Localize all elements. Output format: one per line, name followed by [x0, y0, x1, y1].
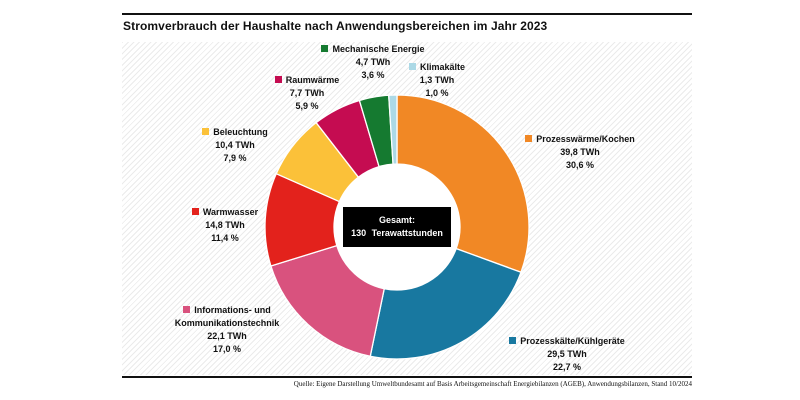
legend-item-raumwaerme: Raumwärme 7,7 TWh 5,9 % [237, 74, 377, 113]
legend-twh: 7,7 TWh [289, 88, 325, 98]
legend-percent: 3,6 % [361, 70, 385, 80]
legend-marker-klimakaelte-icon [408, 63, 416, 70]
legend-label: Raumwärme [285, 75, 340, 85]
legend-twh: 29,5 TWh [547, 349, 587, 359]
legend-twh: 22,1 TWh [207, 331, 247, 341]
legend-label: Prozesswärme/Kochen [536, 134, 635, 144]
legend-percent: 17,0 % [212, 344, 242, 354]
legend-twh: 14,8 TWh [205, 220, 245, 230]
legend-twh: 10,4 TWh [215, 140, 255, 150]
chart-title: Stromverbrauch der Haushalte nach Anwend… [123, 19, 548, 33]
legend-marker-prozesswaerme-icon [525, 135, 533, 142]
legend-percent: 7,9 % [223, 153, 247, 163]
legend-marker-ikt-icon [183, 306, 191, 313]
donut-chart [264, 94, 530, 360]
legend-marker-prozesskaelte-icon [509, 337, 517, 344]
legend-percent: 30,6 % [565, 160, 595, 170]
legend-label: Prozesskälte/Kühlgeräte [520, 336, 625, 346]
total-label-line1: Gesamt: [378, 215, 415, 225]
pie-slice-1 [369, 247, 522, 360]
figure-frame: Stromverbrauch der Haushalte nach Anwend… [122, 0, 692, 400]
plot-area: Gesamt: 130 Terawattstunden Prozesswärme… [122, 42, 692, 375]
legend-label: Beleuchtung [213, 127, 268, 137]
legend-percent: 11,4 % [211, 233, 239, 243]
legend-twh: 4,7 TWh [355, 57, 391, 67]
legend-percent: 22,7 % [552, 362, 582, 372]
legend-twh: 1,3 TWh [419, 75, 455, 85]
top-rule [122, 13, 692, 15]
pie-slice-7 [388, 94, 398, 165]
legend-marker-beleuchtung-icon [202, 128, 210, 135]
legend-item-mechanische-energie: Mechanische Energie 4,7 TWh 3,6 % [283, 43, 463, 82]
legend-item-klimakaelte: Klimakälte 1,3 TWh 1,0 % [367, 61, 507, 100]
legend-item-beleuchtung: Beleuchtung 10,4 TWh 7,9 % [165, 126, 305, 165]
legend-twh: 39,8 TWh [560, 147, 600, 157]
legend-label: Klimakälte [419, 62, 466, 72]
pie-slice-0 [396, 94, 530, 274]
bottom-rule [122, 376, 692, 378]
legend-label: Warmwasser [202, 207, 259, 217]
legend-label: Mechanische Energie [332, 44, 425, 54]
total-label-line2: 130 Terawattstunden [351, 228, 443, 238]
legend-percent: 5,9 % [295, 101, 319, 111]
source-credit: Quelle: Eigene Darstellung Umweltbundesa… [293, 380, 692, 388]
legend-label: Informations- und Kommunikationstechnik [174, 305, 280, 328]
legend-marker-mechanische-energie-icon [321, 45, 329, 52]
legend-item-prozesswaerme-kochen: Prozesswärme/Kochen 39,8 TWh 30,6 % [500, 133, 660, 172]
legend-item-warmwasser: Warmwasser 14,8 TWh 11,4 % [155, 206, 295, 245]
legend-marker-raumwaerme-icon [274, 76, 282, 83]
legend-item-prozesskaelte-kuehlgeraete: Prozesskälte/Kühlgeräte 29,5 TWh 22,7 % [487, 335, 647, 374]
total-label-box: Gesamt: 130 Terawattstunden [343, 207, 451, 247]
legend-marker-warmwasser-icon [191, 208, 199, 215]
legend-percent: 1,0 % [425, 88, 449, 98]
legend-item-informations-kommunikationstechnik: Informations- und Kommunikationstechnik … [157, 304, 297, 356]
